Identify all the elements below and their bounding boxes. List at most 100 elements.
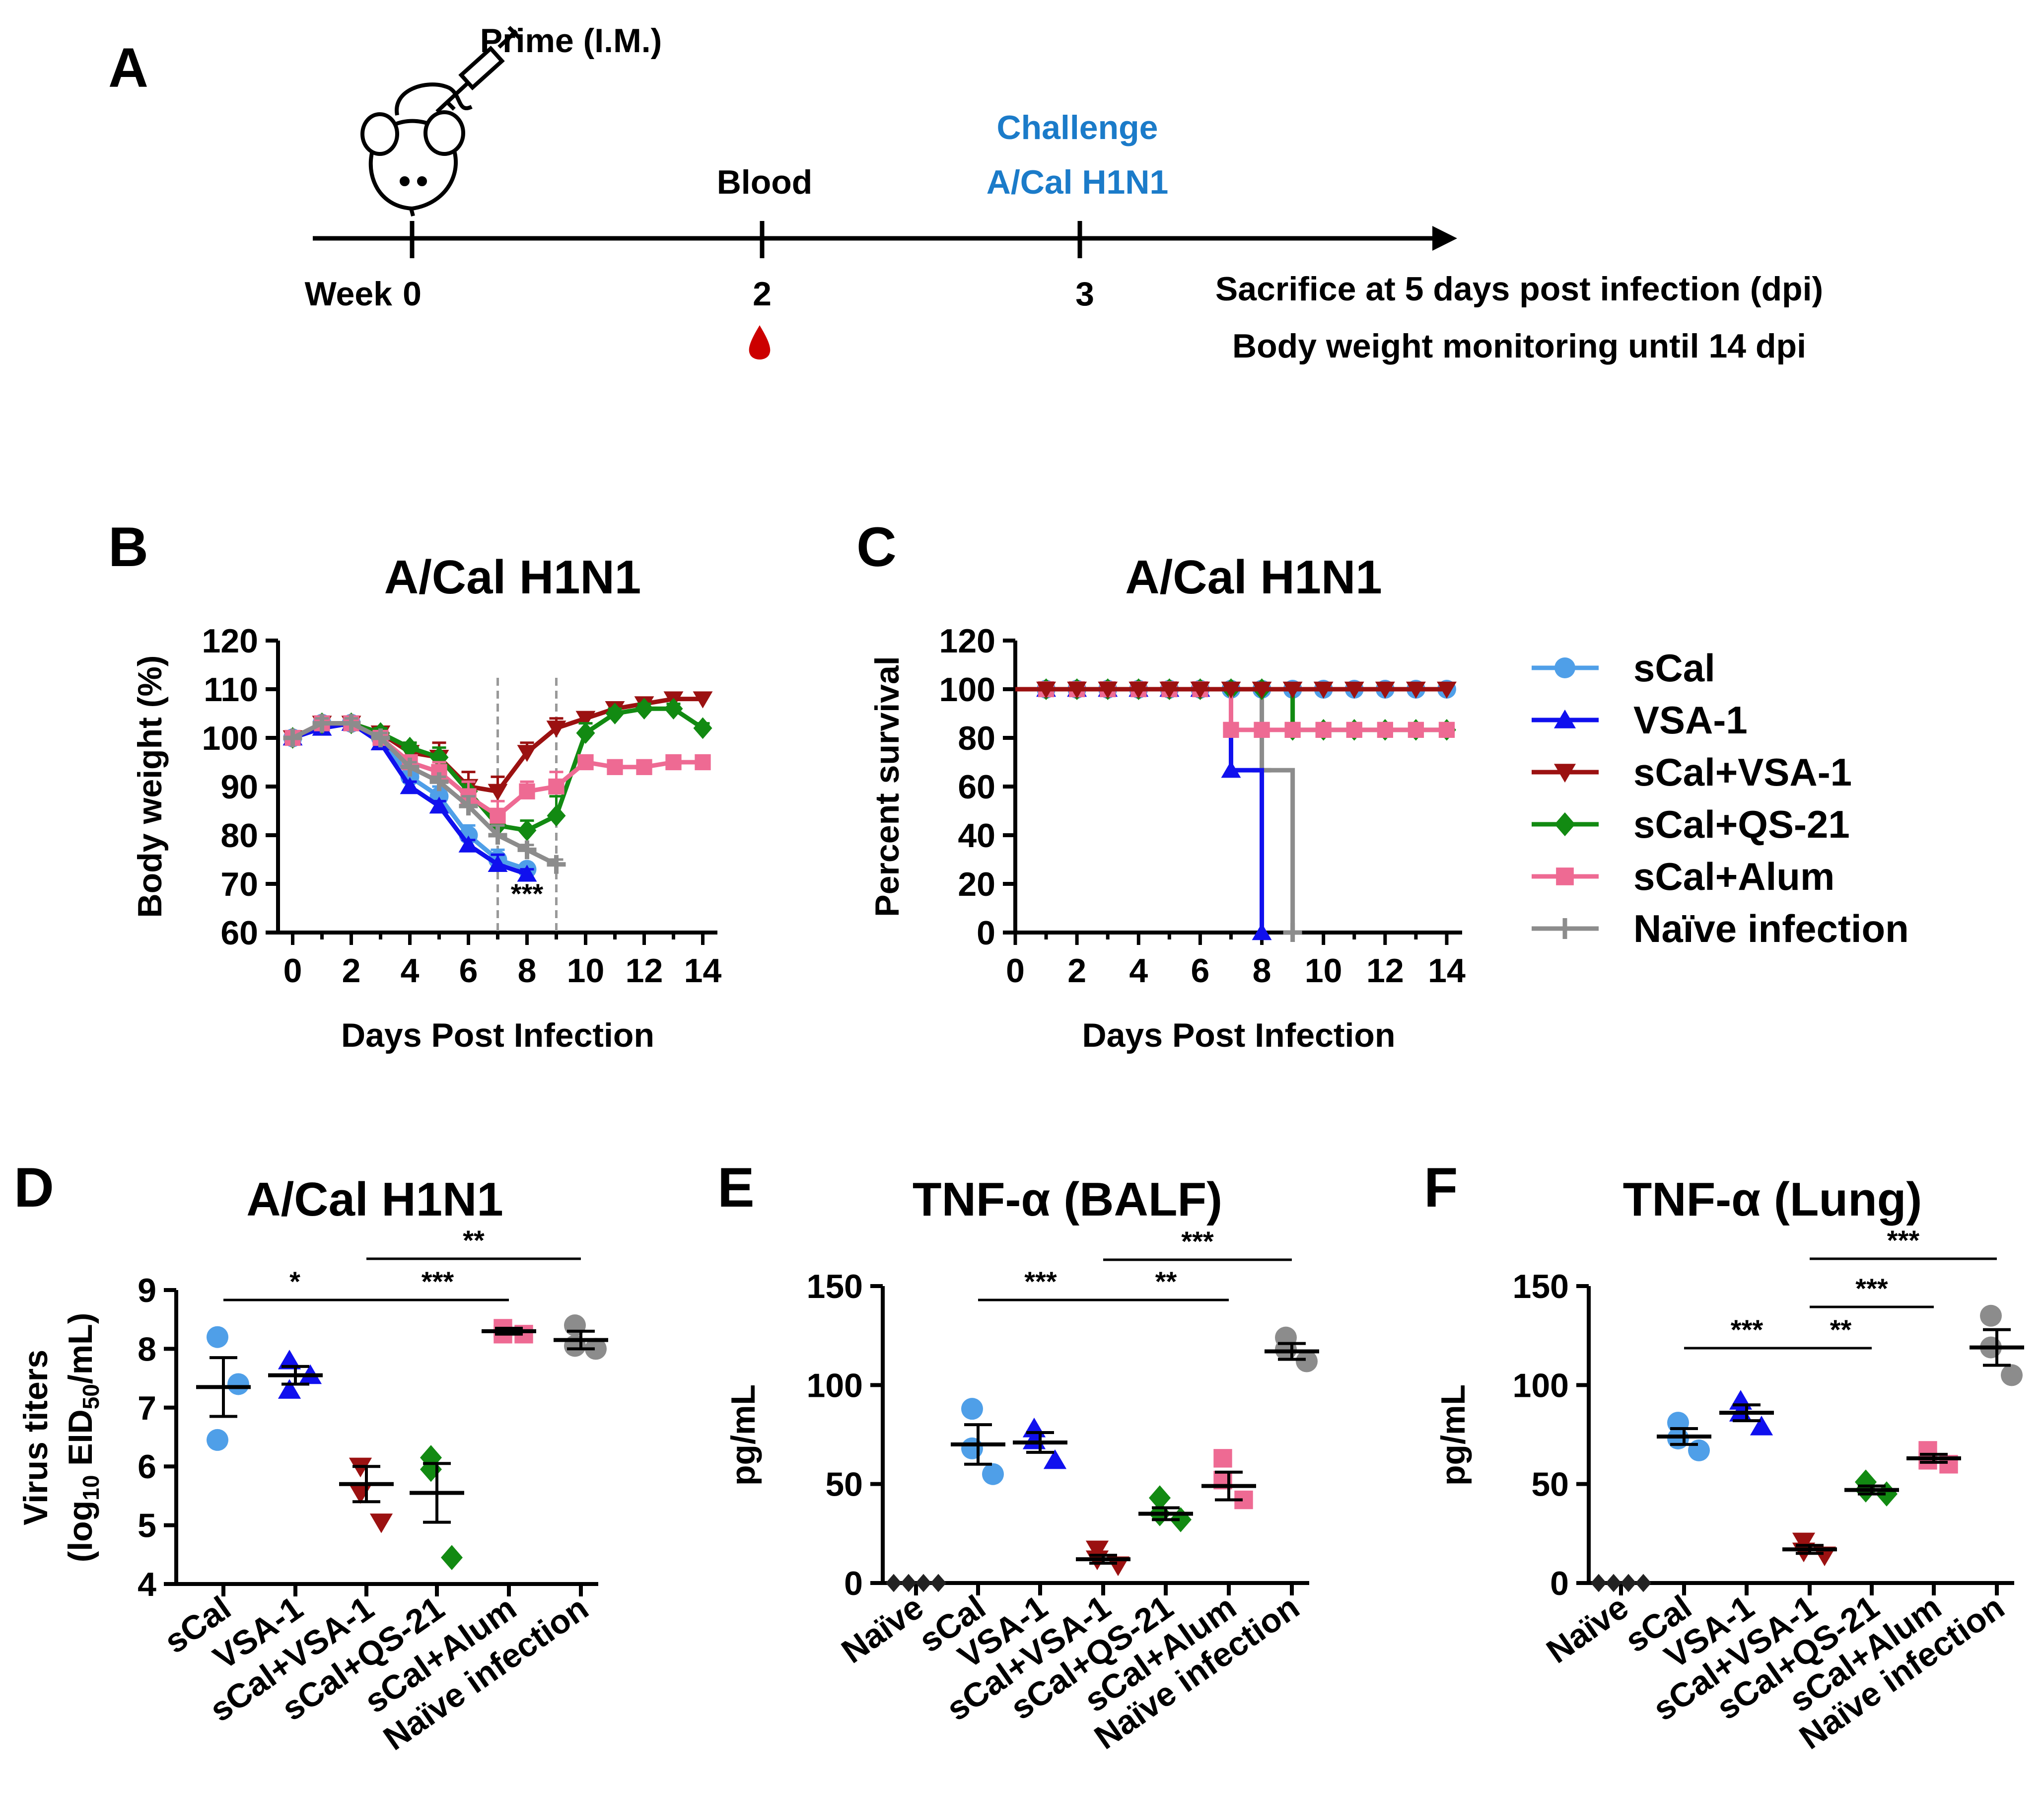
chart-f-point <box>1980 1304 2002 1327</box>
chart-c-point <box>1438 721 1455 738</box>
chart-f-point <box>1591 1574 1607 1592</box>
legend-item-scal-alum: sCal+Alum <box>1532 855 1834 898</box>
chart-d-point <box>369 1513 393 1533</box>
chart-d-point <box>564 1314 586 1337</box>
chart-b-ytick-label: 100 <box>202 720 258 757</box>
chart-b-point <box>547 855 566 874</box>
chart-b-point <box>607 759 623 775</box>
chart-b-point <box>577 754 594 771</box>
chart-c-point <box>1406 681 1426 699</box>
chart-b-point <box>693 691 713 709</box>
chart-b-ytick-label: 80 <box>220 817 258 855</box>
chart-e-ytick-label: 100 <box>807 1367 863 1404</box>
chart-b-point <box>488 855 508 872</box>
chart-c-point <box>1221 681 1241 699</box>
chart-c-xtick-label: 14 <box>1428 952 1466 990</box>
legend-swatch-marker <box>1553 710 1576 728</box>
chart-b-point <box>429 772 449 792</box>
chart-f-significance-label: *** <box>1731 1314 1763 1345</box>
chart-d-significance-label: * <box>289 1266 300 1297</box>
legend-swatch-marker <box>1554 918 1575 939</box>
chart-e-point <box>930 1574 946 1592</box>
chart-d-group-scal <box>196 1326 251 1451</box>
chart-b-body-weight: A/Cal H1N1 60 70 80 90 100 110 120 0 2 4 6 8 10 12 14 Da… <box>131 551 721 1054</box>
chart-e-ylabel: pg/mL <box>724 1384 762 1486</box>
challenge-label-1: Challenge <box>997 109 1158 146</box>
chart-f-point <box>1606 1574 1621 1592</box>
chart-b-point <box>517 819 537 842</box>
chart-c-point <box>1036 681 1057 699</box>
chart-f-tnf-lung: TNF-α (Lung)050100150NaïvesCalVSA-1sCal+… <box>1434 1173 2024 1757</box>
chart-e-ytick-label: 0 <box>844 1565 863 1602</box>
legend-item-naive-infection: Naïve infection <box>1532 907 1909 950</box>
chart-c-point <box>1190 681 1210 699</box>
chart-f-group-naive-infection <box>1970 1304 2024 1386</box>
chart-f-point <box>1621 1574 1636 1592</box>
chart-c-point <box>1221 761 1241 778</box>
chart-c-xtick-label: 2 <box>1067 952 1086 990</box>
chart-f-title: TNF-α (Lung) <box>1623 1173 1922 1226</box>
chart-f-group-scal-vsa-1 <box>1782 1532 1837 1567</box>
legend-swatch-marker <box>1553 764 1576 783</box>
chart-b-xtick-label: 14 <box>684 952 722 990</box>
chart-c-xtick-label: 4 <box>1129 952 1148 990</box>
chart-f-ytick-label: 0 <box>1550 1565 1569 1602</box>
chart-e-point <box>1149 1485 1171 1511</box>
chart-d-point <box>227 1373 249 1395</box>
chart-d-group-scal-vsa-1 <box>339 1457 394 1533</box>
chart-c-point <box>1254 721 1270 738</box>
chart-b-ytick-label: 60 <box>220 914 258 952</box>
chart-f-point <box>1813 1546 1836 1567</box>
chart-e-point <box>1106 1556 1130 1577</box>
chart-d-ytick-label: 9 <box>138 1272 156 1309</box>
chart-c-ytick-label: 60 <box>958 768 995 806</box>
chart-d-group-naive-infection <box>554 1314 608 1360</box>
chart-d-point <box>278 1379 301 1399</box>
chart-c-xtick-label: 6 <box>1191 952 1209 990</box>
chart-c-title: A/Cal H1N1 <box>1125 551 1382 604</box>
chart-c-point <box>1437 681 1457 699</box>
timeline-note-1: Sacrifice at 5 days post infection (dpi) <box>1215 270 1823 308</box>
chart-d-ylabel-line2: (log10 EID50/mL) <box>62 1313 104 1563</box>
chart-c-series-naive-infection <box>1015 680 1302 942</box>
chart-b-point <box>517 864 537 882</box>
chart-b-point <box>342 714 361 733</box>
syringe-icon <box>435 26 523 113</box>
chart-b-point <box>576 722 595 744</box>
chart-c-ytick-label: 80 <box>958 720 995 757</box>
chart-b-point <box>517 840 537 860</box>
chart-f-point <box>1792 1532 1816 1553</box>
chart-e-ytick-label: 50 <box>825 1466 863 1504</box>
chart-b-xtick-label: 12 <box>626 952 663 990</box>
chart-d-ylabel-line1: Virus titers <box>17 1350 55 1525</box>
week-0-label: 0 <box>403 275 422 313</box>
chart-d-ytick-label: 4 <box>138 1566 156 1603</box>
chart-d-ylabel-part: (log <box>62 1501 99 1563</box>
chart-b-point <box>371 728 390 747</box>
chart-b-point <box>634 698 654 720</box>
chart-c-xtick-label: 0 <box>1006 952 1025 990</box>
chart-e-tnf-balf: TNF-α (BALF)050100150NaïvesCalVSA-1sCal+… <box>724 1173 1319 1757</box>
chart-e-point <box>901 1574 916 1592</box>
chart-e-title: TNF-α (BALF) <box>913 1173 1222 1226</box>
chart-b-point <box>459 796 478 816</box>
week-word: Week <box>305 275 393 313</box>
chart-b-point <box>488 826 507 845</box>
chart-f-point <box>2001 1364 2023 1386</box>
chart-e-group-scal <box>951 1398 1005 1485</box>
chart-d-point <box>207 1429 228 1451</box>
legend-swatch-marker <box>1554 812 1575 837</box>
chart-c-xtick-label: 10 <box>1305 952 1342 990</box>
chart-c-point <box>1159 681 1180 699</box>
legend-swatch-marker <box>1554 657 1575 678</box>
chart-b-ytick-label: 110 <box>204 671 258 709</box>
week-2-label: 2 <box>753 275 772 313</box>
chart-b-point <box>548 778 564 795</box>
chart-b-xtick-label: 0 <box>283 952 302 990</box>
chart-e-point <box>1085 1540 1109 1561</box>
chart-e-point <box>916 1574 931 1592</box>
chart-d-ytick-label: 7 <box>138 1389 156 1427</box>
chart-b-title: A/Cal H1N1 <box>384 551 641 604</box>
chart-b-point <box>400 757 420 777</box>
